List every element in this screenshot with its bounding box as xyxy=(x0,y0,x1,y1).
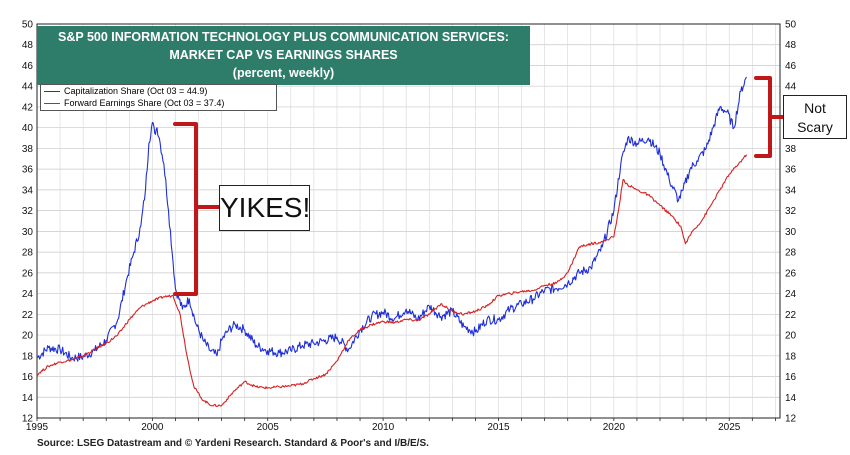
y-tick-label-left: 46 xyxy=(22,61,34,72)
x-tick-label: 2010 xyxy=(372,422,395,433)
y-tick-label-left: 42 xyxy=(22,102,34,113)
callout-not-scary-line-1: Not xyxy=(804,100,826,116)
x-tick-label: 2005 xyxy=(257,422,280,433)
series-line-earnings xyxy=(36,154,748,408)
legend-label-capitalization: Capitalization Share (Oct 03 = 44.9) xyxy=(64,86,208,96)
legend-item-capitalization: Capitalization Share (Oct 03 = 44.9) xyxy=(41,85,276,97)
y-tick-label-left: 28 xyxy=(22,248,34,259)
chart-title-line-3: (percent, weekly) xyxy=(232,66,335,80)
y-tick-label-left: 32 xyxy=(22,206,34,217)
legend-label-earnings: Forward Earnings Share (Oct 03 = 37.4) xyxy=(64,98,225,108)
chart-title-line-2: MARKET CAP VS EARNINGS SHARES xyxy=(169,48,398,62)
y-tick-label-right: 28 xyxy=(785,248,797,259)
y-tick-label-right: 18 xyxy=(785,351,797,362)
callout-not-scary-line-2: Scary xyxy=(797,119,833,135)
y-tick-label-left: 22 xyxy=(22,310,34,321)
series-line-capitalization xyxy=(36,76,747,362)
y-tick-label-left: 12 xyxy=(22,414,34,425)
callout-not-scary: Not Scary xyxy=(783,95,847,139)
y-tick-label-left: 18 xyxy=(22,351,34,362)
legend-item-earnings: Forward Earnings Share (Oct 03 = 37.4) xyxy=(41,97,276,109)
bracket-yikes xyxy=(173,122,221,296)
chart-title-box: S&P 500 INFORMATION TECHNOLOGY PLUS COMM… xyxy=(37,26,530,85)
y-tick-label-right: 48 xyxy=(785,40,797,51)
y-tick-label-right: 46 xyxy=(785,61,797,72)
y-tick-label-left: 16 xyxy=(22,372,34,383)
series-lines xyxy=(36,76,748,408)
y-axis-left-labels: 12 14 16 18 20 22 24 26 28 30 32 34 36 38 40 42 44 46 48 50 xyxy=(22,20,34,425)
x-tick-label: 2020 xyxy=(603,422,626,433)
y-tick-label-right: 34 xyxy=(785,185,797,196)
y-tick-label-right: 30 xyxy=(785,227,797,238)
y-tick-label-left: 14 xyxy=(22,393,34,404)
source-note: Source: LSEG Datastream and © Yardeni Re… xyxy=(37,438,429,449)
y-tick-label-right: 26 xyxy=(785,268,797,279)
x-tick-label: 2000 xyxy=(141,422,164,433)
x-tick-label: 2015 xyxy=(487,422,510,433)
callout-yikes: YIKES! xyxy=(219,185,310,231)
y-tick-label-left: 26 xyxy=(22,268,34,279)
y-tick-label-left: 44 xyxy=(22,82,34,93)
y-tick-label-right: 22 xyxy=(785,310,797,321)
y-tick-label-right: 24 xyxy=(785,289,797,300)
y-tick-label-right: 20 xyxy=(785,331,797,342)
x-tick-label: 1995 xyxy=(26,422,49,433)
legend-swatch-blue xyxy=(44,90,60,92)
y-tick-label-right: 16 xyxy=(785,372,797,383)
legend-swatch-red xyxy=(44,102,60,104)
y-tick-label-left: 36 xyxy=(22,165,34,176)
y-tick-label-left: 24 xyxy=(22,289,34,300)
bracket-not-scary xyxy=(754,76,785,158)
chart-title-line-1: S&P 500 INFORMATION TECHNOLOGY PLUS COMM… xyxy=(58,30,509,44)
y-tick-label-left: 40 xyxy=(22,123,34,134)
axes xyxy=(36,23,781,421)
legend: Capitalization Share (Oct 03 = 44.9) For… xyxy=(40,84,277,111)
annotation-brackets xyxy=(173,76,785,296)
y-tick-label-right: 36 xyxy=(785,165,797,176)
y-tick-label-left: 30 xyxy=(22,227,34,238)
y-tick-label-right: 12 xyxy=(785,414,797,425)
y-tick-label-left: 38 xyxy=(22,144,34,155)
x-tick-label: 2025 xyxy=(718,422,741,433)
y-tick-label-left: 34 xyxy=(22,185,34,196)
plot-frame xyxy=(36,23,781,419)
y-tick-label-right: 50 xyxy=(785,20,797,31)
y-tick-label-left: 20 xyxy=(22,331,34,342)
y-tick-label-right: 14 xyxy=(785,393,797,404)
x-axis-labels: 1995 2000 2005 2010 2015 2020 2025 xyxy=(26,422,741,433)
y-tick-label-right: 32 xyxy=(785,206,797,217)
y-tick-label-right: 44 xyxy=(785,82,797,93)
y-tick-label-left: 48 xyxy=(22,40,34,51)
y-tick-label-right: 38 xyxy=(785,144,797,155)
y-tick-label-left: 50 xyxy=(22,20,34,31)
